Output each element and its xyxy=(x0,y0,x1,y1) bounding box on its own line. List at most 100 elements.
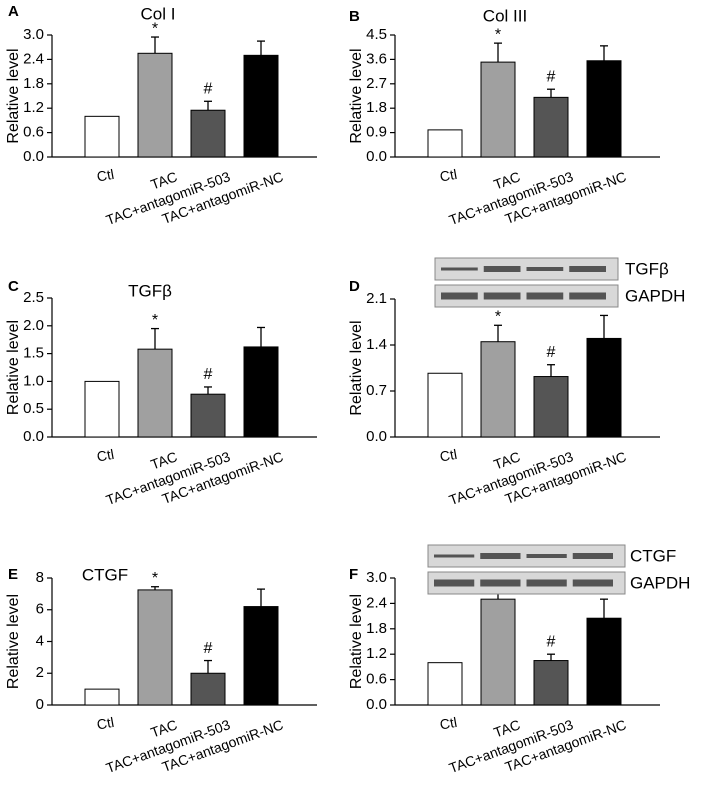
bar xyxy=(190,109,226,158)
panel-letter: D xyxy=(349,278,360,295)
y-tick-label: 2.7 xyxy=(366,75,387,92)
blot-band xyxy=(480,579,521,587)
bar-annotation: # xyxy=(204,81,213,98)
y-tick-label: 8 xyxy=(36,569,44,586)
y-tick-label: 1.0 xyxy=(23,372,44,389)
y-tick-label: 1.2 xyxy=(23,99,44,116)
bar xyxy=(533,96,569,158)
panel-letter: E xyxy=(8,566,18,583)
blot-band xyxy=(569,292,606,300)
bar xyxy=(586,337,622,438)
bar xyxy=(427,662,463,706)
bar xyxy=(243,346,279,438)
bar xyxy=(533,660,569,706)
y-tick-label: 1.8 xyxy=(23,75,44,92)
x-tick-label: Ctl xyxy=(439,446,459,465)
y-tick-label: 3.0 xyxy=(23,26,44,43)
y-axis-label: Relative level xyxy=(348,320,365,415)
panel-letter: A xyxy=(8,3,19,20)
blot-label: CTGF xyxy=(630,546,676,565)
y-tick-label: 2.1 xyxy=(366,290,387,307)
bar xyxy=(586,60,622,158)
bar xyxy=(480,598,516,706)
y-tick-label: 0.5 xyxy=(23,400,44,417)
panel-letter: F xyxy=(349,566,358,583)
blot-band xyxy=(480,553,521,559)
blot-band xyxy=(569,266,606,272)
y-tick-label: 0.0 xyxy=(23,428,44,445)
blot-band xyxy=(526,267,564,271)
blot-band xyxy=(441,267,478,271)
blot-band xyxy=(572,553,613,559)
y-tick-label: 0.6 xyxy=(366,671,387,688)
x-tick-label: Ctl xyxy=(439,714,459,733)
y-tick-label: 3.6 xyxy=(366,50,387,67)
bar-annotation: # xyxy=(547,633,556,650)
bar xyxy=(427,129,463,158)
y-axis-label: Relative level xyxy=(5,320,22,415)
y-tick-label: 0.7 xyxy=(366,382,387,399)
y-tick-label: 1.8 xyxy=(366,620,387,637)
y-tick-label: 2.4 xyxy=(366,594,387,611)
y-axis-label: Relative level xyxy=(5,48,22,143)
bar xyxy=(586,617,622,706)
bar xyxy=(137,348,173,438)
y-tick-label: 4 xyxy=(36,632,44,649)
bar-annotation: # xyxy=(547,344,556,361)
y-tick-label: 2.5 xyxy=(23,289,44,306)
y-tick-label: 1.5 xyxy=(23,345,44,362)
x-tick-label: Ctl xyxy=(96,446,116,465)
blot-label: GAPDH xyxy=(630,573,690,592)
blot-band xyxy=(483,292,521,300)
y-tick-label: 0.0 xyxy=(366,696,387,713)
blot-band xyxy=(526,579,567,587)
bar-annotation: # xyxy=(547,68,556,85)
y-axis-label: Relative level xyxy=(348,594,365,689)
chart-title: Col I xyxy=(141,4,176,23)
bar xyxy=(84,380,120,438)
bar-annotation: * xyxy=(495,309,501,326)
panel-letter: B xyxy=(349,8,360,25)
y-axis-label: Relative level xyxy=(5,594,22,689)
y-tick-label: 0.9 xyxy=(366,124,387,141)
y-tick-label: 0.0 xyxy=(366,148,387,165)
x-tick-label: Ctl xyxy=(439,166,459,185)
y-tick-label: 2 xyxy=(36,664,44,681)
y-axis-label: Relative level xyxy=(348,48,365,143)
blot-band xyxy=(434,579,475,587)
bar-annotation: # xyxy=(204,366,213,383)
y-tick-label: 0.0 xyxy=(366,428,387,445)
y-tick-label: 1.4 xyxy=(366,336,387,353)
y-tick-label: 0.6 xyxy=(23,124,44,141)
blot-band xyxy=(434,554,475,558)
blot-label: TGFβ xyxy=(625,259,669,278)
y-tick-label: 1.8 xyxy=(366,99,387,116)
bar-annotation: * xyxy=(152,312,158,329)
y-tick-label: 0 xyxy=(36,696,44,713)
bar xyxy=(137,589,173,706)
chart-title: CTGF xyxy=(82,565,128,584)
chart-title: TGFβ xyxy=(128,281,172,300)
bar-annotation: # xyxy=(204,640,213,657)
blot-band xyxy=(526,554,567,558)
bar-annotation: * xyxy=(495,26,501,43)
blot-label: GAPDH xyxy=(625,286,685,305)
bar xyxy=(84,688,120,706)
x-tick-label: Ctl xyxy=(96,714,116,733)
bar xyxy=(427,372,463,438)
blot-band xyxy=(572,579,613,587)
y-tick-label: 2.4 xyxy=(23,50,44,67)
y-tick-label: 0.0 xyxy=(23,148,44,165)
x-tick-label: Ctl xyxy=(96,166,116,185)
bar xyxy=(84,115,120,158)
y-tick-label: 2.0 xyxy=(23,317,44,334)
blot-band xyxy=(526,292,564,300)
bar-annotation: * xyxy=(152,20,158,37)
panel-letter: C xyxy=(8,278,19,295)
bar xyxy=(190,672,226,706)
y-tick-label: 4.5 xyxy=(366,26,387,43)
y-tick-label: 3.0 xyxy=(366,569,387,586)
bar xyxy=(190,393,226,438)
y-tick-label: 6 xyxy=(36,601,44,618)
